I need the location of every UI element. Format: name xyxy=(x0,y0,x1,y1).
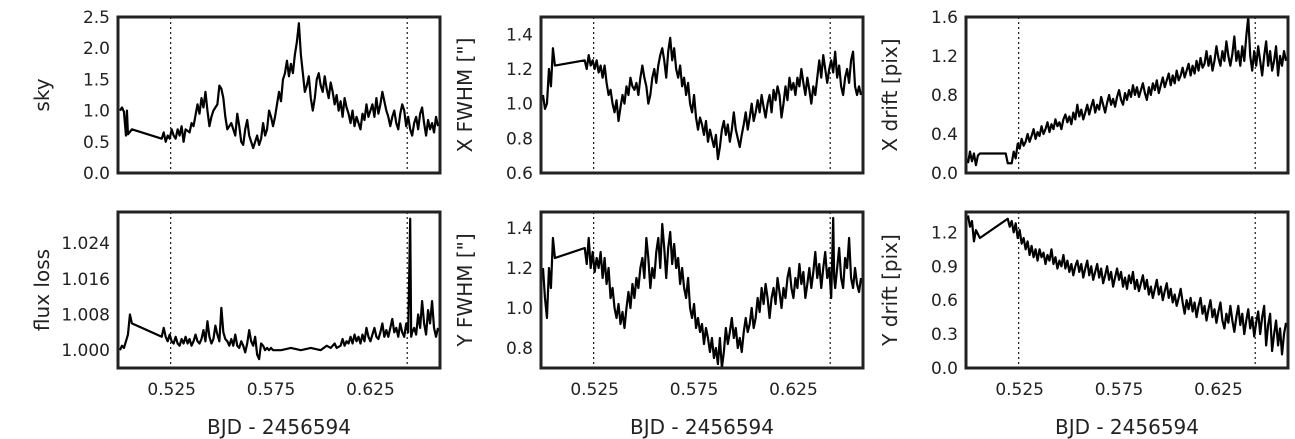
x-tick-label: 0.625 xyxy=(769,380,818,400)
x-axis-label: BJD - 2456594 xyxy=(630,415,774,439)
y-tick-label: 1.2 xyxy=(931,223,958,243)
chart-panel-3: 0.0 0.4 0.8 1.2 1.6 X drift [pix] xyxy=(878,8,1290,184)
chart-panel-4: 1.000 1.008 1.016 1.024 0.525 0.575 0.625 flux … xyxy=(30,210,442,439)
y-axis-label: Y drift [pix] xyxy=(878,234,902,347)
y-tick-label: 1.5 xyxy=(83,70,110,90)
y-tick-label: 1.6 xyxy=(931,8,958,28)
y-tick-label: 1.0 xyxy=(506,95,533,115)
y-tick-label: 1.008 xyxy=(61,306,110,326)
y-tick-label: 0.6 xyxy=(506,164,533,184)
y-tick-label: 0.3 xyxy=(931,325,958,345)
chart-panel-6: 0.0 0.3 0.6 0.9 1.2 0.525 0.575 0.625 Y drift [p… xyxy=(878,210,1290,439)
y-tick-label: 1.4 xyxy=(506,219,533,239)
plot-frame xyxy=(539,15,865,175)
series-line xyxy=(118,217,440,361)
y-tick-label: 1.2 xyxy=(506,60,533,80)
y-tick-label: 0.8 xyxy=(506,129,533,149)
series-line xyxy=(966,215,1288,356)
y-tick-label: 1.2 xyxy=(931,47,958,67)
y-tick-label: 0.5 xyxy=(83,133,110,153)
y-axis-label: Y FWHM ["] xyxy=(453,233,477,347)
y-tick-label: 2.5 xyxy=(83,8,110,28)
x-axis-label: BJD - 2456594 xyxy=(1055,415,1199,439)
series-line xyxy=(119,22,440,150)
x-tick-label: 0.625 xyxy=(1194,380,1243,400)
y-tick-label: 0.4 xyxy=(931,125,958,145)
y-tick-label: 0.0 xyxy=(931,164,958,184)
series-line xyxy=(541,216,863,368)
y-axis-label: flux loss xyxy=(30,249,54,331)
y-axis-label: X FWHM ["] xyxy=(453,38,477,153)
x-tick-label: 0.575 xyxy=(247,380,296,400)
chart-panel-1: 0.0 0.5 1.0 1.5 2.0 2.5 sky xyxy=(30,8,442,184)
series-line xyxy=(966,17,1288,167)
plot-frame xyxy=(116,210,442,370)
y-axis-label: X drift [pix] xyxy=(878,38,902,151)
y-tick-label: 0.6 xyxy=(931,291,958,311)
y-tick-label: 1.2 xyxy=(506,259,533,279)
y-axis-label: sky xyxy=(30,78,54,111)
y-tick-label: 1.4 xyxy=(506,25,533,45)
y-tick-label: 1.0 xyxy=(506,299,533,319)
plot-frame xyxy=(964,15,1290,175)
plot-frame xyxy=(964,210,1290,370)
series-line xyxy=(541,36,863,161)
x-axis-label: BJD - 2456594 xyxy=(207,415,351,439)
chart-panel-2: 0.6 0.8 1.0 1.2 1.4 X FWHM ["] xyxy=(453,15,865,184)
x-tick-label: 0.575 xyxy=(1095,380,1144,400)
plot-frame xyxy=(539,210,865,370)
x-tick-label: 0.525 xyxy=(147,380,196,400)
y-tick-label: 2.0 xyxy=(83,39,110,59)
y-tick-label: 0.8 xyxy=(931,86,958,106)
y-tick-label: 0.0 xyxy=(83,164,110,184)
y-tick-label: 0.8 xyxy=(506,339,533,359)
plot-frame xyxy=(116,15,442,175)
y-tick-label: 1.000 xyxy=(61,341,110,361)
y-tick-label: 1.016 xyxy=(61,270,110,290)
x-tick-label: 0.625 xyxy=(346,380,395,400)
y-tick-label: 0.9 xyxy=(931,257,958,277)
x-tick-label: 0.525 xyxy=(570,380,619,400)
chart-panel-5: 0.8 1.0 1.2 1.4 0.525 0.575 0.625 Y FWHM ["] BJD… xyxy=(453,210,865,439)
x-tick-label: 0.575 xyxy=(670,380,719,400)
y-tick-label: 1.024 xyxy=(61,234,110,254)
x-tick-label: 0.525 xyxy=(995,380,1044,400)
y-tick-label: 0.0 xyxy=(931,359,958,379)
y-tick-label: 1.0 xyxy=(83,102,110,122)
